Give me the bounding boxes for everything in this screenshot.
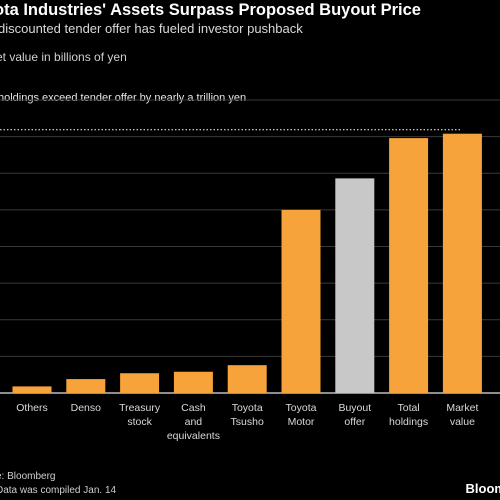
x-tick-label: Cash and equivalents	[167, 402, 220, 442]
x-tick-label: Denso	[71, 402, 102, 414]
x-tick-label: Market value	[446, 402, 478, 428]
bloomberg-logo: Bloom	[465, 481, 500, 496]
x-tick-label: Buyout offer	[338, 402, 371, 428]
bar	[120, 373, 160, 393]
bar	[173, 371, 213, 393]
bar	[389, 138, 429, 393]
unit-label: et value in billions of yen	[0, 50, 127, 64]
bar	[227, 365, 267, 393]
x-tick-label: Toyota Tsusho	[231, 402, 264, 428]
x-tick-label: Toyota Motor	[286, 402, 317, 428]
x-tick-label: Others	[16, 402, 48, 414]
note-text: Data was compiled Jan. 14	[0, 485, 117, 496]
source-text: e: Bloomberg	[0, 471, 56, 482]
annotation-text: holdings exceed tender offer by nearly a…	[0, 92, 247, 104]
bar-layer	[12, 133, 482, 393]
bar	[12, 386, 52, 393]
chart-subtitle: discounted tender offer has fueled inves…	[0, 21, 303, 36]
bar	[442, 133, 482, 393]
x-tick-label: Treasury stock	[119, 402, 161, 428]
bar	[281, 209, 321, 393]
x-tick-label: Total holdings	[389, 402, 428, 428]
bar	[66, 379, 106, 393]
bar	[335, 178, 375, 393]
chart-title: ota Industries' Assets Surpass Proposed …	[0, 1, 421, 19]
